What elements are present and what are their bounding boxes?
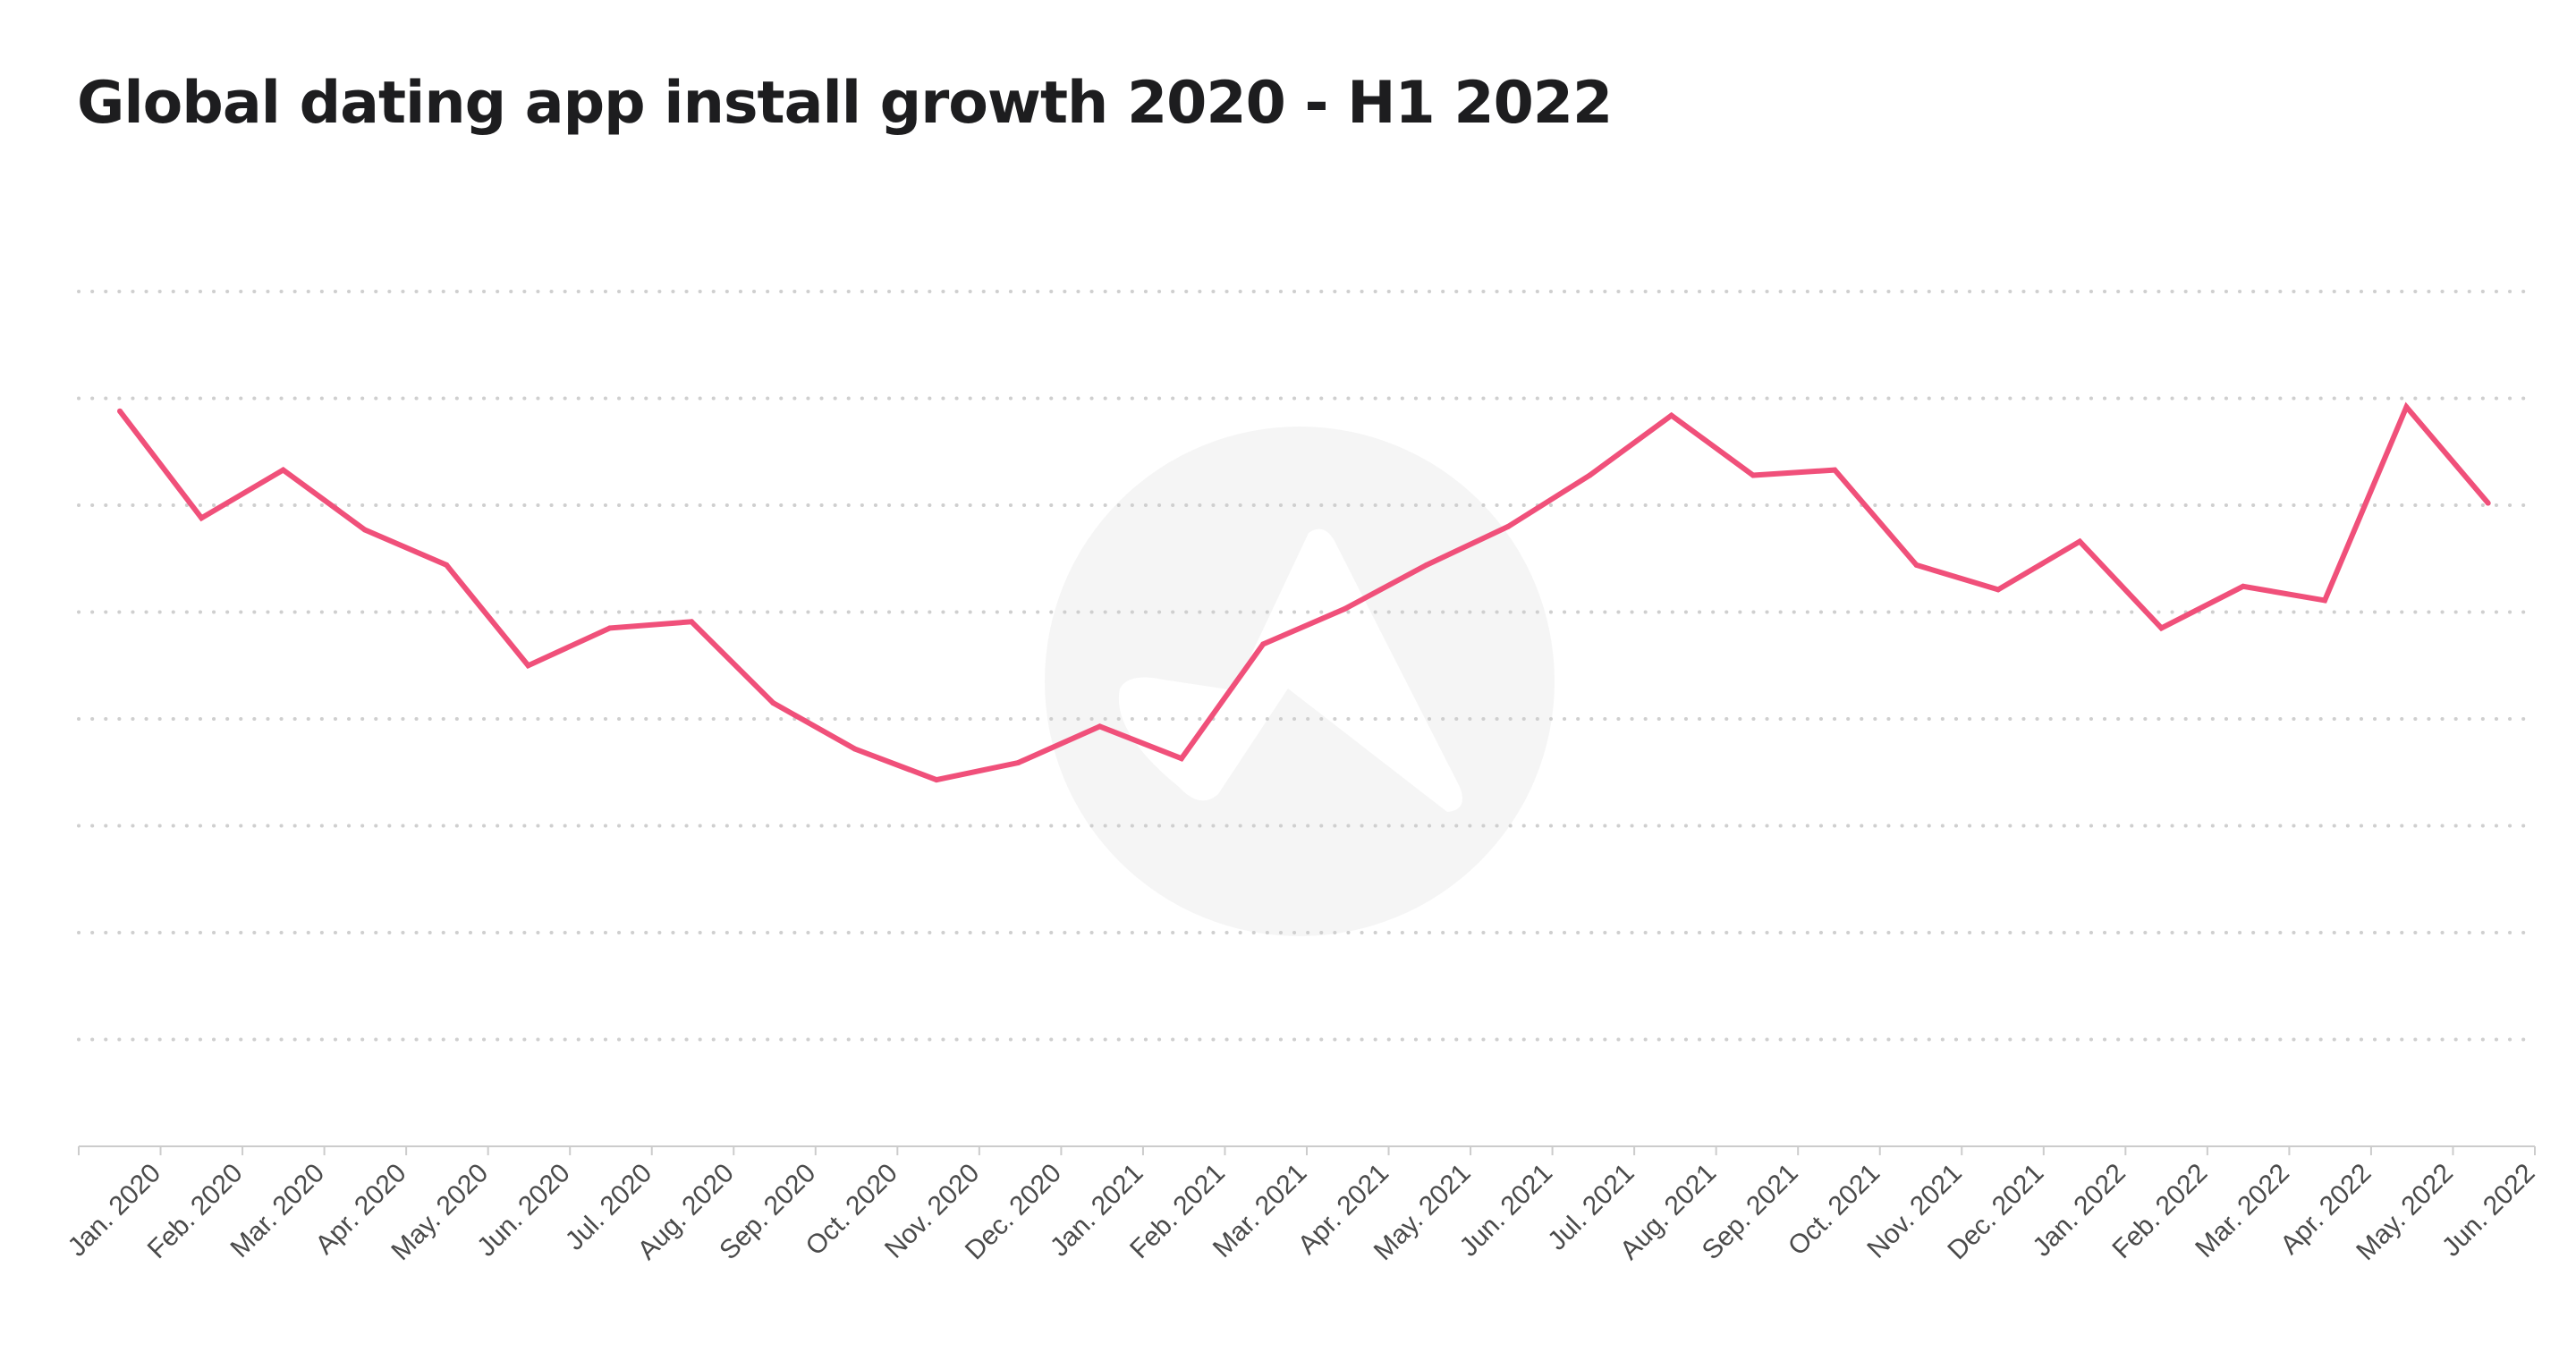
data-point: May. 2020	[444, 562, 450, 568]
data-point: Jul. 2021	[1587, 472, 1593, 478]
data-point: May. 2021	[1423, 562, 1429, 568]
data-point: Dec. 2021	[1995, 587, 2001, 593]
gridlines	[77, 290, 2537, 1042]
data-point: Apr. 2020	[361, 527, 368, 533]
data-point: May. 2022	[2403, 404, 2410, 410]
watermark-logo-icon	[1045, 427, 1555, 936]
data-point: Dec. 2020	[1015, 760, 1021, 765]
data-point: Mar. 2021	[1260, 641, 1267, 647]
data-point: Sep. 2021	[1750, 472, 1756, 478]
data-point: Jan. 2020	[117, 408, 123, 414]
data-point: Nov. 2020	[934, 777, 939, 783]
chart-title: Global dating app install growth 2020 - …	[77, 70, 1613, 137]
data-point: Mar. 2020	[280, 467, 286, 473]
data-point: Sep. 2020	[770, 700, 776, 706]
data-point: Apr. 2021	[1342, 605, 1348, 612]
data-point: Feb. 2020	[199, 515, 205, 521]
data-point: Oct. 2020	[852, 746, 858, 752]
data-point: Mar. 2022	[2240, 583, 2246, 589]
data-point: Feb. 2021	[1178, 756, 1184, 762]
data-point: Jun. 2022	[2485, 500, 2491, 506]
data-point: Aug. 2020	[689, 619, 695, 625]
data-point: Jan. 2022	[2077, 538, 2083, 545]
series-line-0	[117, 401, 2490, 783]
data-point: Oct. 2021	[1832, 467, 1838, 473]
data-point: Jul. 2020	[606, 625, 613, 631]
data-point: Jan. 2021	[1097, 723, 1103, 730]
data-point: Apr. 2022	[2322, 597, 2328, 604]
data-point: Jun. 2020	[525, 663, 531, 669]
data-point: Aug. 2021	[1668, 412, 1674, 418]
data-point: Jun. 2021	[1505, 523, 1512, 529]
data-point: Nov. 2021	[1913, 562, 1919, 568]
series: Jan. 2020 Feb. 2020 Mar. 2020 Apr. 2020 May.…	[117, 401, 2491, 783]
data-point: Feb. 2022	[2158, 625, 2165, 631]
